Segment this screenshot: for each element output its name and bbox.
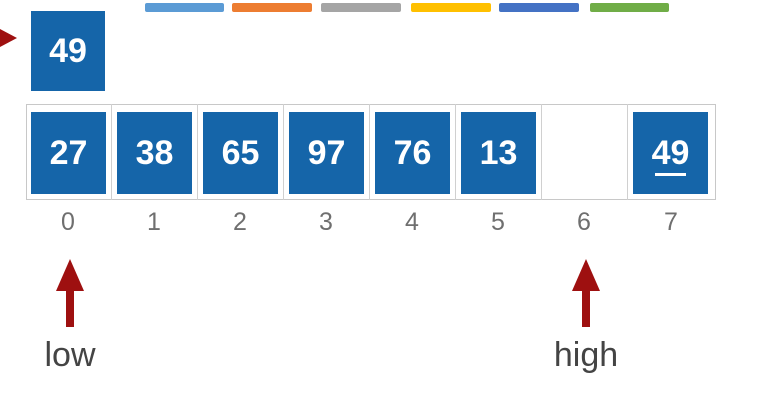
- array-cell-3: 97: [289, 112, 364, 194]
- value-underline: [655, 173, 686, 176]
- array-index-label: 6: [577, 208, 591, 236]
- cell-divider: [627, 104, 628, 200]
- array-index-label: 3: [319, 208, 333, 236]
- array-cell-4: 76: [375, 112, 450, 194]
- arrow-shaft: [66, 289, 74, 327]
- color-bar-orange: [232, 3, 312, 12]
- low-pointer-label: low: [44, 336, 96, 374]
- array-frame: [26, 104, 716, 200]
- array-cell-value: 27: [49, 133, 88, 172]
- color-bar-blue: [145, 3, 224, 12]
- array-index-label: 7: [664, 208, 678, 236]
- cell-divider: [283, 104, 284, 200]
- array-index-label: 0: [61, 208, 75, 236]
- array-cell-value: 65: [221, 133, 260, 172]
- array-cell-7: 49: [633, 112, 708, 194]
- array-index-label: 4: [405, 208, 419, 236]
- array-cell-value: 13: [479, 133, 518, 172]
- array-index-label: 2: [233, 208, 247, 236]
- array-index-label: 5: [491, 208, 505, 236]
- low-pointer-arrow-icon: [55, 259, 85, 329]
- high-pointer-arrow-icon: [571, 259, 601, 329]
- array-cell-0: 27: [31, 112, 106, 194]
- array-index-label: 1: [147, 208, 161, 236]
- array-cell-value: 38: [135, 133, 174, 172]
- cell-divider: [111, 104, 112, 200]
- cell-divider: [541, 104, 542, 200]
- pivot-value: 49: [49, 31, 87, 70]
- arrow-shaft: [582, 289, 590, 327]
- cell-divider: [455, 104, 456, 200]
- arrow-head: [572, 259, 600, 291]
- array-cell-6: [547, 112, 622, 194]
- cell-divider: [197, 104, 198, 200]
- array-cell-5: 13: [461, 112, 536, 194]
- array-cell-value: 76: [393, 133, 432, 172]
- array-cell-1: 38: [117, 112, 192, 194]
- color-bar-green: [590, 3, 669, 12]
- cell-divider: [369, 104, 370, 200]
- high-pointer-label: high: [553, 336, 619, 374]
- array-cell-value: 97: [307, 133, 346, 172]
- pivot-arrow-icon: [0, 29, 17, 47]
- color-bar-darkblue: [499, 3, 579, 12]
- array-cell-2: 65: [203, 112, 278, 194]
- pivot-value-box: 49: [31, 11, 105, 91]
- color-bar-gray: [321, 3, 401, 12]
- color-bar-yellow: [411, 3, 491, 12]
- array-cell-value: 49: [651, 133, 690, 172]
- arrow-head: [56, 259, 84, 291]
